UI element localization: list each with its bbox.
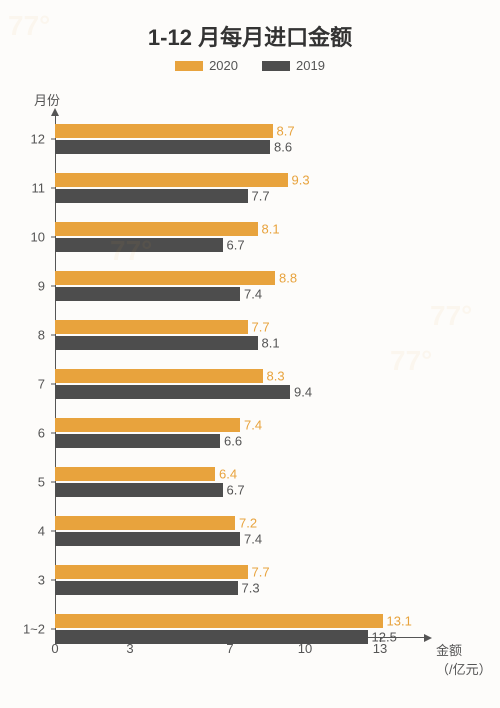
- bar-value-label: 8.8: [275, 271, 297, 286]
- bar: 9.3: [55, 173, 288, 187]
- plot-area: 0371013128.78.6119.37.7108.16.798.87.487…: [55, 110, 430, 638]
- bar: 6.6: [55, 434, 220, 448]
- bar-value-label: 8.7: [273, 124, 295, 139]
- category-label: 8: [38, 328, 45, 343]
- watermark: 77°: [430, 300, 472, 332]
- legend: 2020 2019: [0, 58, 500, 73]
- category-row: 1~213.112.5: [55, 614, 430, 644]
- category-label: 4: [38, 524, 45, 539]
- bar-value-label: 6.7: [223, 238, 245, 253]
- category-row: 78.39.4: [55, 369, 430, 399]
- bar: 7.4: [55, 287, 240, 301]
- legend-swatch: [175, 61, 203, 71]
- legend-label: 2019: [296, 58, 325, 73]
- bar: 6.7: [55, 238, 223, 252]
- bar: 8.1: [55, 222, 258, 236]
- x-axis-title: 金额 （/亿元）: [436, 640, 492, 678]
- category-label: 1~2: [23, 622, 45, 637]
- bar: 12.5: [55, 630, 368, 644]
- bar: 8.6: [55, 140, 270, 154]
- category-label: 5: [38, 475, 45, 490]
- x-axis-title-line2: （/亿元）: [436, 659, 492, 678]
- category-row: 128.78.6: [55, 124, 430, 154]
- bar-value-label: 8.6: [270, 140, 292, 155]
- bar: 8.7: [55, 124, 273, 138]
- bar: 8.8: [55, 271, 275, 285]
- bar: 6.7: [55, 483, 223, 497]
- bar-value-label: 6.7: [223, 483, 245, 498]
- bar: 7.7: [55, 320, 248, 334]
- bar: 7.4: [55, 418, 240, 432]
- category-row: 56.46.7: [55, 467, 430, 497]
- bar-value-label: 8.3: [263, 369, 285, 384]
- x-axis-title-line1: 金额: [436, 640, 492, 659]
- category-row: 119.37.7: [55, 173, 430, 203]
- bar-value-label: 8.1: [258, 336, 280, 351]
- category-row: 108.16.7: [55, 222, 430, 252]
- category-row: 98.87.4: [55, 271, 430, 301]
- category-row: 47.27.4: [55, 516, 430, 546]
- bar-value-label: 6.6: [220, 434, 242, 449]
- bar-value-label: 7.7: [248, 565, 270, 580]
- legend-swatch: [262, 61, 290, 71]
- legend-item: 2019: [262, 58, 325, 73]
- bar-value-label: 7.4: [240, 418, 262, 433]
- bar: 7.3: [55, 581, 238, 595]
- bar: 7.2: [55, 516, 235, 530]
- bar: 7.4: [55, 532, 240, 546]
- legend-label: 2020: [209, 58, 238, 73]
- category-label: 3: [38, 573, 45, 588]
- bar-value-label: 7.2: [235, 516, 257, 531]
- chart-canvas: 1-12 月每月进口金额 20202019 月份 0371013128.78.6…: [0, 0, 500, 708]
- bar-value-label: 6.4: [215, 467, 237, 482]
- legend-item: 2020: [175, 58, 238, 73]
- bar-value-label: 9.4: [290, 385, 312, 400]
- bar-value-label: 9.3: [288, 173, 310, 188]
- bar: 8.3: [55, 369, 263, 383]
- category-label: 12: [31, 132, 45, 147]
- bar-value-label: 7.7: [248, 320, 270, 335]
- category-label: 9: [38, 279, 45, 294]
- bar-value-label: 7.7: [248, 189, 270, 204]
- category-row: 37.77.3: [55, 565, 430, 595]
- category-row: 87.78.1: [55, 320, 430, 350]
- bar-value-label: 7.4: [240, 287, 262, 302]
- category-label: 10: [31, 230, 45, 245]
- chart-title: 1-12 月每月进口金额: [0, 20, 500, 52]
- category-row: 67.46.6: [55, 418, 430, 448]
- category-label: 7: [38, 377, 45, 392]
- bar: 8.1: [55, 336, 258, 350]
- bar-value-label: 13.1: [383, 614, 412, 629]
- y-axis-label: 月份: [34, 90, 60, 109]
- bar-value-label: 12.5: [368, 630, 397, 645]
- bar: 9.4: [55, 385, 290, 399]
- category-label: 11: [32, 181, 46, 196]
- bar-value-label: 7.3: [238, 581, 260, 596]
- y-axis-arrow-icon: [51, 108, 59, 116]
- bar-value-label: 8.1: [258, 222, 280, 237]
- bar: 7.7: [55, 565, 248, 579]
- bar-value-label: 7.4: [240, 532, 262, 547]
- bar: 6.4: [55, 467, 215, 481]
- bar: 13.1: [55, 614, 383, 628]
- bar: 7.7: [55, 189, 248, 203]
- category-label: 6: [38, 426, 45, 441]
